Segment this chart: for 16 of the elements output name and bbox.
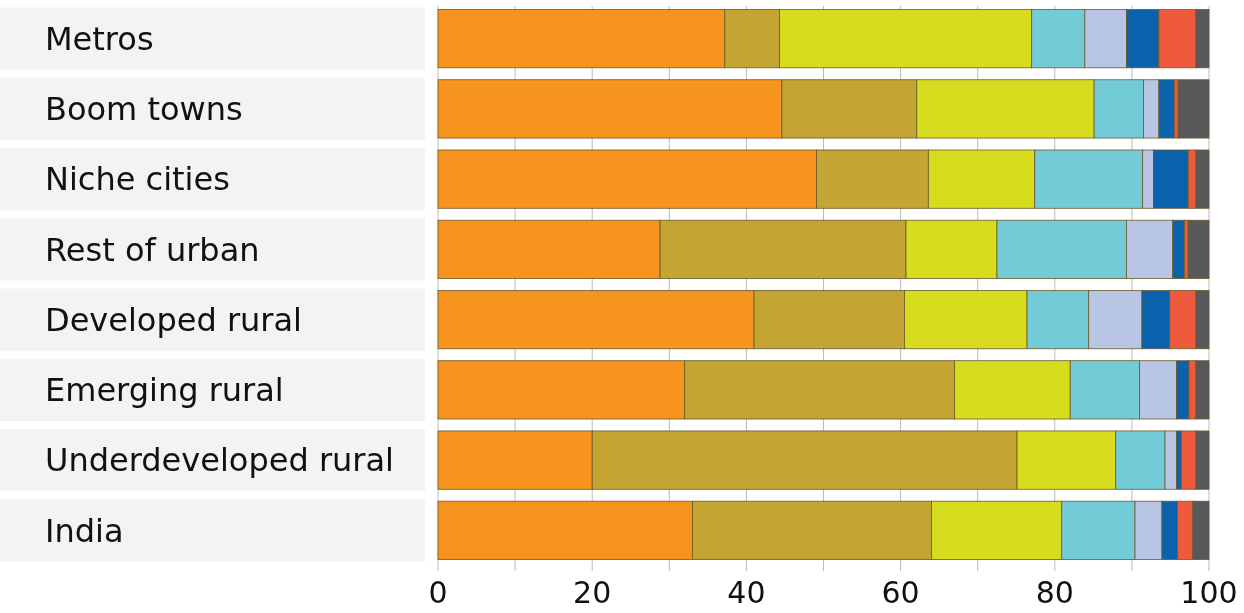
bar (1187, 219, 1210, 279)
y-tick-label: Niche cities (45, 160, 230, 199)
x-tick-label: 0 (428, 575, 448, 610)
bar (1177, 79, 1210, 139)
y-tick-label: Emerging rural (45, 371, 284, 410)
y-tick-label: Underdeveloped rural (45, 441, 394, 480)
x-tick-label: 20 (573, 575, 612, 610)
y-tick-label: Metros (45, 19, 154, 58)
y-tick-label: Boom towns (45, 90, 243, 129)
y-tick-label: Developed rural (45, 300, 302, 339)
x-tick-label: 100 (1180, 575, 1238, 610)
x-tick-label: 60 (881, 575, 920, 610)
x-tick-label: 40 (727, 575, 766, 610)
y-tick-label: Rest of urban (45, 230, 260, 269)
y-tick-label: India (45, 511, 124, 550)
x-tick-label: 80 (1035, 575, 1074, 610)
